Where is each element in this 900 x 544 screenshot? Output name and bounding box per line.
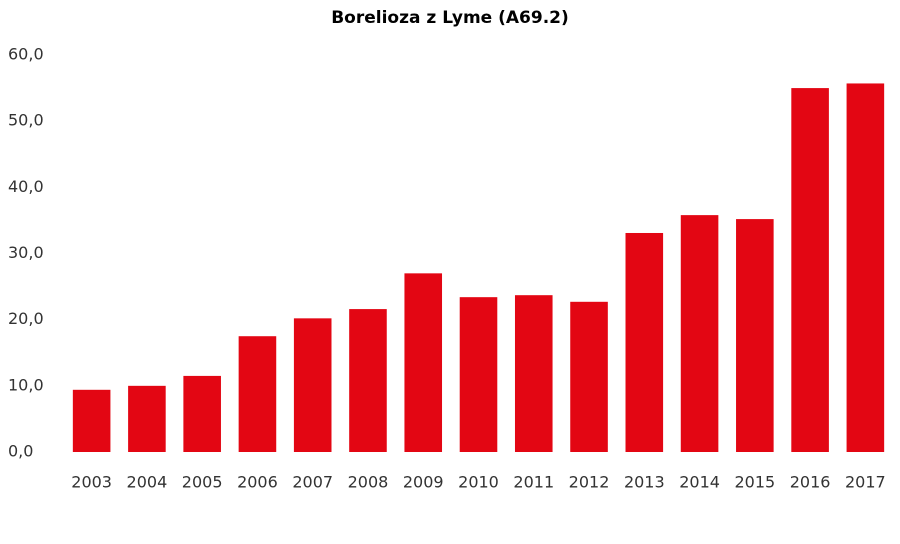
y-tick-label: 40,0 bbox=[8, 177, 44, 196]
bar bbox=[128, 385, 166, 452]
x-tick-label: 2016 bbox=[790, 473, 831, 492]
bar bbox=[680, 215, 719, 452]
y-tick-label: 10,0 bbox=[8, 375, 44, 394]
bar bbox=[238, 336, 277, 452]
x-tick-label: 2012 bbox=[569, 473, 610, 492]
x-tick-label: 2017 bbox=[845, 473, 886, 492]
y-tick-label: 20,0 bbox=[8, 309, 44, 328]
bar bbox=[570, 301, 608, 452]
x-tick-label: 2008 bbox=[348, 473, 389, 492]
x-tick-label: 2013 bbox=[624, 473, 665, 492]
bar bbox=[72, 389, 111, 452]
x-tick-label: 2011 bbox=[513, 473, 554, 492]
bar bbox=[404, 273, 443, 452]
y-tick-label: 60,0 bbox=[8, 45, 44, 64]
y-tick-label: 0,0 bbox=[8, 442, 33, 461]
bar bbox=[846, 83, 885, 453]
x-tick-label: 2007 bbox=[292, 473, 333, 492]
x-tick-label: 2006 bbox=[237, 473, 278, 492]
x-tick-label: 2004 bbox=[127, 473, 168, 492]
x-tick-label: 2010 bbox=[458, 473, 499, 492]
x-tick-label: 2005 bbox=[182, 473, 223, 492]
x-tick-label: 2014 bbox=[679, 473, 720, 492]
x-tick-label: 2003 bbox=[71, 473, 112, 492]
bar bbox=[459, 297, 498, 452]
bar bbox=[293, 318, 332, 452]
bar bbox=[349, 309, 387, 452]
y-tick-label: 30,0 bbox=[8, 243, 44, 262]
chart-title: Borelioza z Lyme (A69.2) bbox=[331, 8, 569, 28]
bar bbox=[625, 232, 664, 452]
y-tick-label: 50,0 bbox=[8, 111, 44, 130]
bar bbox=[736, 219, 774, 452]
x-tick-label: 2009 bbox=[403, 473, 444, 492]
x-tick-label: 2015 bbox=[734, 473, 775, 492]
bar bbox=[791, 88, 829, 452]
bar bbox=[514, 295, 553, 452]
bar bbox=[183, 375, 221, 452]
